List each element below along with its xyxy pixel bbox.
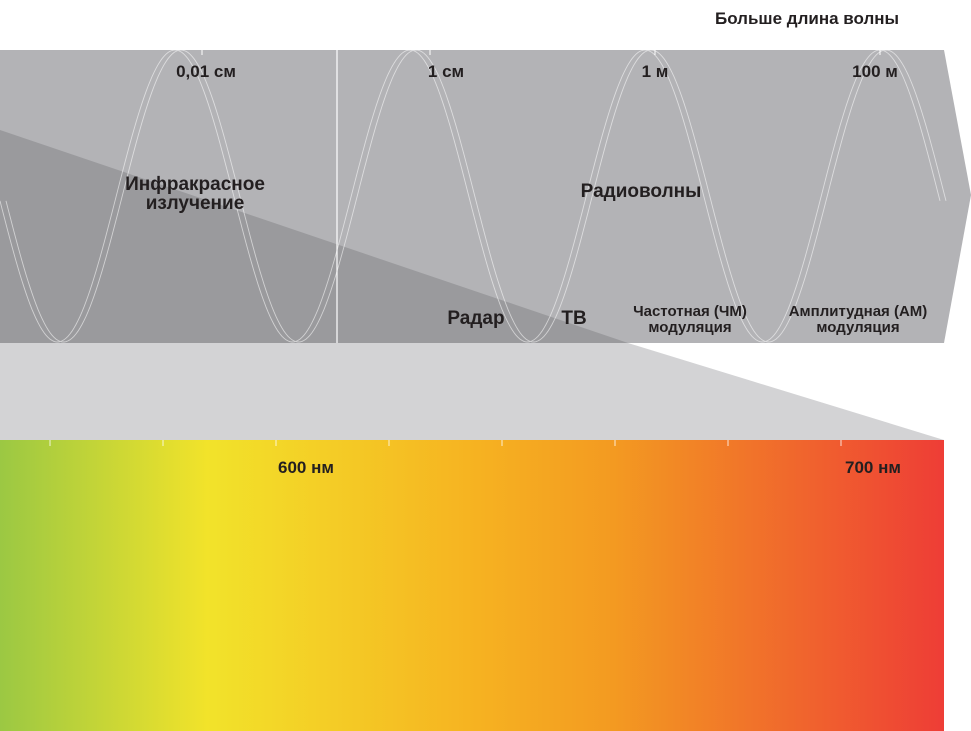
wave-line — [5, 49, 947, 343]
scale-label-1m: 1 м — [641, 62, 669, 81]
band-label-am: Амплитудная (АМ) модуляция — [788, 303, 928, 336]
wave-curve — [0, 49, 947, 343]
spectrum-label-600nm: 600 нм — [278, 458, 334, 477]
zoom-wedge — [0, 343, 944, 440]
region-label-radio: Радиоволны — [580, 181, 702, 202]
spectrum-ticks — [49, 440, 842, 446]
shaded-region — [0, 130, 628, 343]
band-label-radar: Радар — [447, 308, 505, 329]
wave-line — [0, 49, 941, 343]
visible-spectrum-bar — [0, 440, 944, 731]
scale-label-100m: 100 м — [852, 62, 898, 81]
longer-wavelength-label: Больше длина волны — [715, 9, 900, 28]
region-label-infrared: Инфракрасное излучение — [125, 174, 265, 214]
spectrum-label-700nm: 700 нм — [845, 458, 901, 477]
scale-label-1cm: 1 см — [427, 62, 465, 81]
band-label-tv: ТВ — [561, 308, 587, 329]
band-label-fm: Частотная (ЧМ) модуляция — [633, 303, 747, 336]
scale-label-0-01cm: 0,01 см — [176, 62, 236, 81]
